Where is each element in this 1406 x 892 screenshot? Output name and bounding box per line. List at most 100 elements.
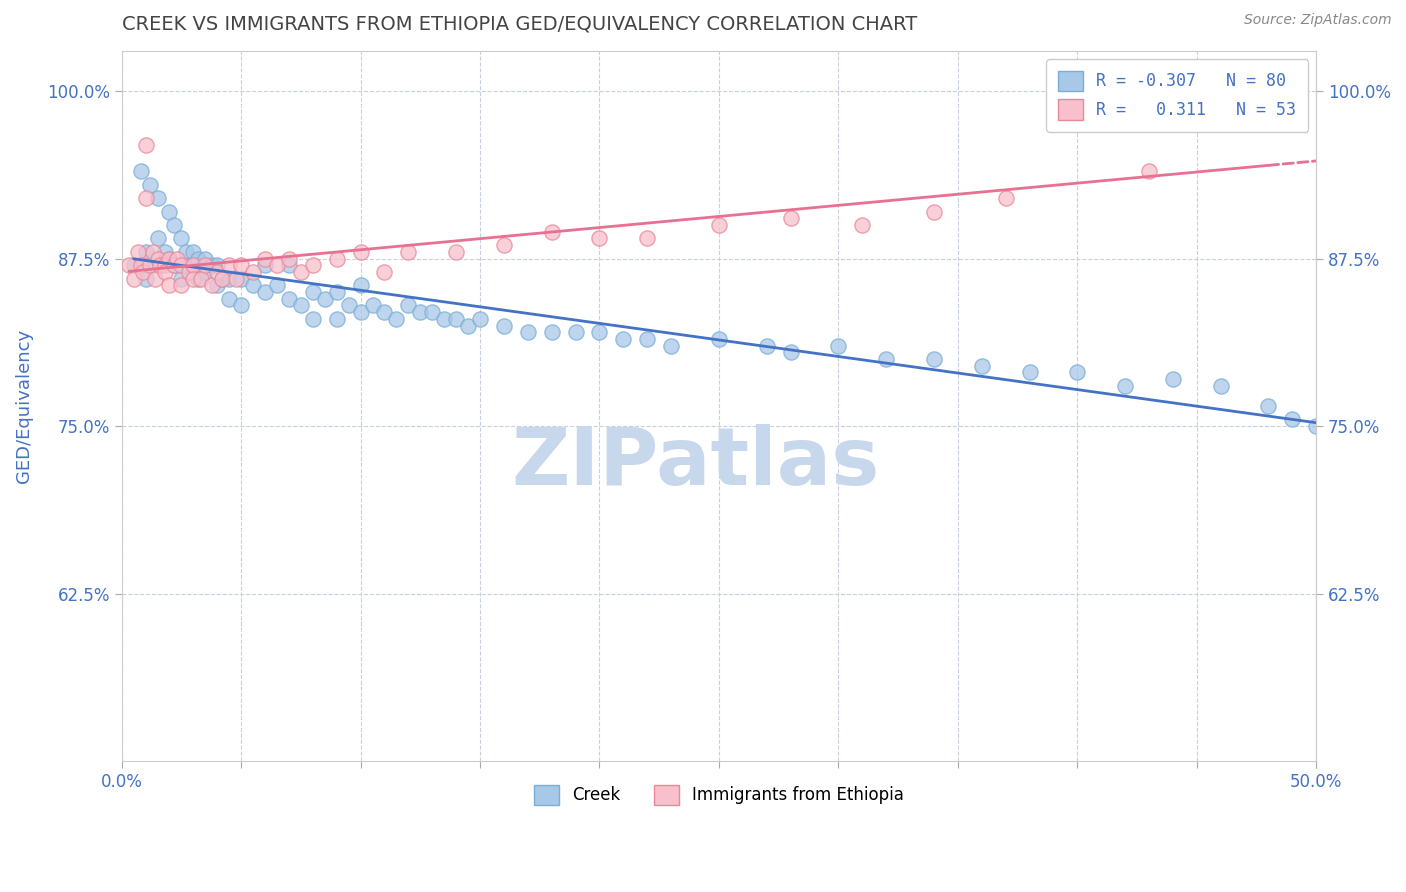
Point bbox=[970, 359, 993, 373]
Point bbox=[201, 258, 224, 272]
Point bbox=[170, 278, 193, 293]
Point bbox=[207, 258, 229, 272]
Point bbox=[540, 325, 562, 339]
Point bbox=[135, 191, 157, 205]
Point bbox=[170, 271, 193, 285]
Point bbox=[177, 258, 200, 272]
Point bbox=[420, 305, 443, 319]
Point bbox=[588, 325, 610, 339]
Point bbox=[290, 265, 312, 279]
Point bbox=[349, 244, 371, 259]
Point bbox=[146, 191, 169, 205]
Point bbox=[183, 258, 205, 272]
Point bbox=[254, 252, 277, 266]
Point bbox=[1161, 372, 1184, 386]
Point bbox=[325, 311, 347, 326]
Point bbox=[170, 258, 193, 272]
Point bbox=[301, 285, 323, 299]
Text: CREEK VS IMMIGRANTS FROM ETHIOPIA GED/EQUIVALENCY CORRELATION CHART: CREEK VS IMMIGRANTS FROM ETHIOPIA GED/EQ… bbox=[122, 15, 917, 34]
Text: ZIPatlas: ZIPatlas bbox=[510, 424, 879, 502]
Point bbox=[177, 265, 200, 279]
Y-axis label: GED/Equivalency: GED/Equivalency bbox=[15, 329, 32, 483]
Point bbox=[373, 265, 395, 279]
Point bbox=[361, 298, 384, 312]
Point bbox=[349, 278, 371, 293]
Point bbox=[707, 218, 730, 232]
Point bbox=[277, 292, 299, 306]
Point bbox=[349, 305, 371, 319]
Point bbox=[132, 265, 155, 279]
Point bbox=[492, 238, 515, 252]
Point bbox=[564, 325, 586, 339]
Point bbox=[277, 258, 299, 272]
Point bbox=[922, 204, 945, 219]
Point bbox=[492, 318, 515, 333]
Point bbox=[159, 252, 181, 266]
Point bbox=[207, 265, 229, 279]
Point bbox=[159, 278, 181, 293]
Point bbox=[396, 298, 419, 312]
Point bbox=[1018, 366, 1040, 380]
Point bbox=[146, 231, 169, 245]
Point bbox=[325, 252, 347, 266]
Point bbox=[149, 258, 172, 272]
Point bbox=[254, 285, 277, 299]
Point bbox=[194, 265, 217, 279]
Point bbox=[183, 258, 205, 272]
Point bbox=[207, 278, 229, 293]
Point bbox=[1305, 419, 1327, 434]
Point bbox=[396, 244, 419, 259]
Point bbox=[779, 211, 801, 226]
Point bbox=[118, 258, 141, 272]
Point bbox=[174, 244, 197, 259]
Point bbox=[187, 252, 209, 266]
Point bbox=[325, 285, 347, 299]
Point bbox=[142, 244, 165, 259]
Point bbox=[444, 244, 467, 259]
Point bbox=[373, 305, 395, 319]
Point bbox=[540, 225, 562, 239]
Point bbox=[163, 258, 186, 272]
Point bbox=[218, 258, 240, 272]
Point bbox=[225, 271, 247, 285]
Point bbox=[409, 305, 432, 319]
Point bbox=[1114, 379, 1136, 393]
Point bbox=[146, 252, 169, 266]
Point bbox=[337, 298, 360, 312]
Point bbox=[159, 204, 181, 219]
Point bbox=[122, 258, 145, 272]
Point bbox=[254, 258, 277, 272]
Point bbox=[139, 258, 162, 272]
Point bbox=[143, 271, 166, 285]
Point bbox=[277, 252, 299, 266]
Point bbox=[1257, 399, 1279, 413]
Point bbox=[187, 271, 209, 285]
Point bbox=[135, 271, 157, 285]
Point bbox=[707, 332, 730, 346]
Point bbox=[433, 311, 456, 326]
Point bbox=[266, 278, 288, 293]
Point bbox=[301, 258, 323, 272]
Point bbox=[163, 258, 186, 272]
Point bbox=[231, 298, 253, 312]
Point bbox=[127, 244, 149, 259]
Point bbox=[163, 218, 186, 232]
Point bbox=[153, 258, 176, 272]
Point bbox=[159, 252, 181, 266]
Point bbox=[166, 252, 188, 266]
Point bbox=[170, 231, 193, 245]
Point bbox=[201, 278, 224, 293]
Point bbox=[139, 178, 162, 192]
Point bbox=[994, 191, 1017, 205]
Point bbox=[183, 244, 205, 259]
Point bbox=[659, 339, 682, 353]
Point bbox=[1066, 366, 1088, 380]
Text: Source: ZipAtlas.com: Source: ZipAtlas.com bbox=[1244, 13, 1392, 28]
Point bbox=[135, 244, 157, 259]
Legend: Creek, Immigrants from Ethiopia: Creek, Immigrants from Ethiopia bbox=[522, 773, 915, 817]
Point bbox=[135, 137, 157, 152]
Point bbox=[922, 352, 945, 367]
Point bbox=[385, 311, 408, 326]
Point bbox=[636, 231, 658, 245]
Point bbox=[218, 271, 240, 285]
